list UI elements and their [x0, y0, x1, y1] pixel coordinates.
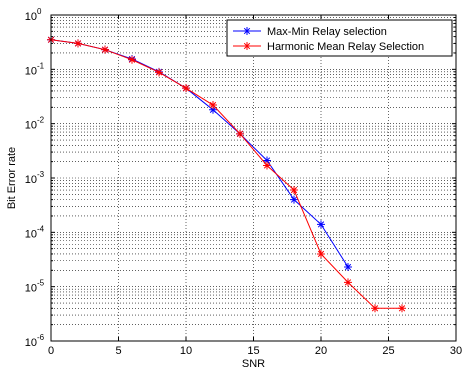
data-point — [344, 278, 352, 287]
data-point — [317, 220, 325, 229]
data-point — [243, 42, 251, 50]
data-point — [344, 263, 352, 272]
data-point — [263, 161, 271, 170]
y-axis-label: Bit Error rate — [6, 147, 18, 209]
data-point — [155, 68, 163, 77]
legend-label: Harmonic Mean Relay Selection — [267, 41, 424, 53]
grid — [51, 15, 456, 341]
y-tick-label: 10 — [25, 11, 37, 23]
data-point — [317, 249, 325, 258]
data-point — [243, 27, 251, 35]
legend-item: Harmonic Mean Relay Selection — [233, 41, 424, 53]
y-tick-exponent: -6 — [37, 333, 45, 342]
y-tick-mantissa: 10 — [25, 337, 37, 349]
x-tick-label: 25 — [382, 345, 394, 357]
data-point — [398, 304, 406, 313]
legend-box — [226, 19, 453, 57]
x-tick-label: 30 — [450, 345, 462, 357]
plot-series — [47, 35, 406, 313]
data-point — [371, 304, 379, 313]
y-tick-mantissa: 10 — [25, 11, 37, 23]
y-tick-mantissa: 10 — [25, 120, 37, 132]
data-point — [236, 129, 244, 138]
data-point — [182, 84, 190, 93]
y-tick-exponent: 0 — [37, 7, 42, 16]
y-tick-exponent: -1 — [37, 61, 45, 70]
legend-label: Max-Min Relay selection — [267, 26, 387, 38]
data-point — [209, 105, 217, 114]
series-line — [50, 39, 402, 309]
y-tick-exponent: -3 — [37, 170, 45, 179]
y-tick-label: 10 — [25, 228, 37, 240]
legend: Max-Min Relay selection Harmonic Mean Rel… — [226, 19, 453, 57]
y-tick-exponent: -2 — [37, 116, 45, 125]
y-tick-label: 10 — [25, 120, 37, 132]
x-tick-label: 15 — [247, 345, 259, 357]
data-point — [290, 195, 298, 204]
data-point — [263, 156, 271, 165]
data-point — [74, 39, 82, 48]
y-tick-mantissa: 10 — [25, 65, 37, 77]
x-tick-label: 20 — [315, 345, 327, 357]
axis-ticks — [50, 14, 457, 342]
legend-item: Max-Min Relay selection — [233, 26, 387, 38]
x-axis-label: SNR — [242, 358, 265, 370]
y-tick-mantissa: 10 — [25, 174, 37, 186]
x-tick-label: 0 — [48, 345, 54, 357]
data-point — [128, 55, 136, 64]
y-tick-label: 10 — [25, 283, 37, 295]
y-tick-exponent: -4 — [37, 224, 45, 233]
y-tick-exponent: -5 — [37, 279, 45, 288]
data-point — [290, 186, 298, 195]
data-point — [101, 45, 109, 54]
y-tick-mantissa: 10 — [25, 283, 37, 295]
y-tick-label: 10 — [25, 65, 37, 77]
x-tick-label: 10 — [180, 345, 192, 357]
y-tick-label: 10 — [25, 337, 37, 349]
y-tick-label: 10 — [25, 174, 37, 186]
x-tick-label: 5 — [115, 345, 121, 357]
data-point — [209, 101, 217, 110]
x-tick-labels: 0 5 10 15 20 25 30 — [48, 345, 462, 357]
y-tick-mantissa: 10 — [25, 228, 37, 240]
